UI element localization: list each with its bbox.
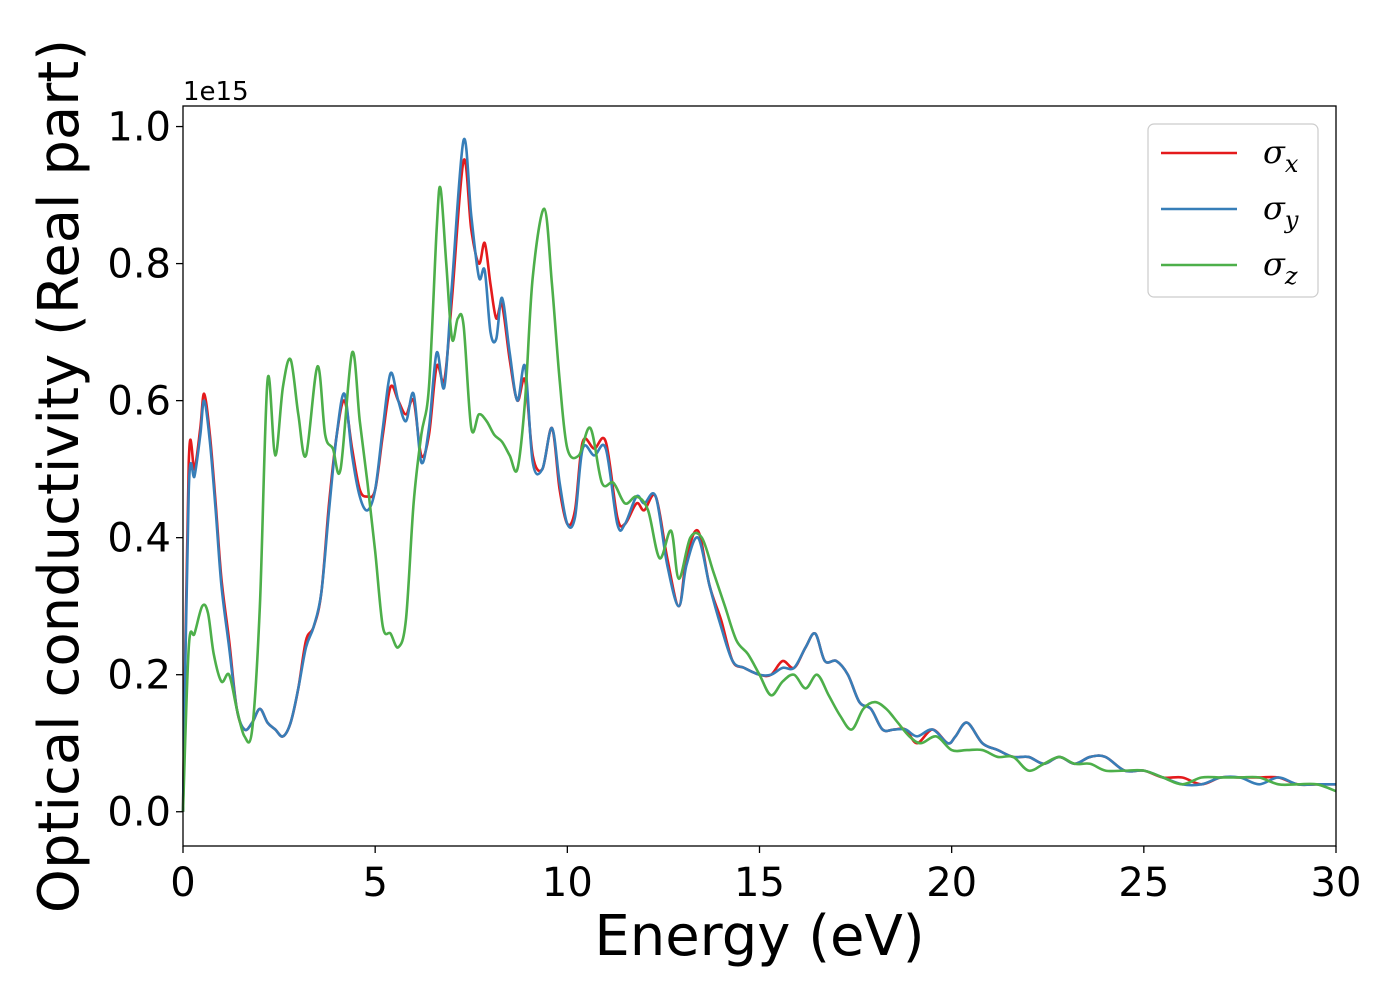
y-tick-label: 0.0	[107, 790, 171, 836]
legend-frame	[1147, 123, 1319, 298]
x-tick-label: 5	[362, 860, 387, 906]
y-offset-label: 1e15	[183, 77, 249, 107]
series-line-z	[181, 185, 1337, 812]
y-axis-title: Optical conductivity (Real part)	[27, 39, 92, 913]
x-axis-title: Energy (eV)	[594, 904, 924, 969]
x-tick-label: 0	[170, 860, 195, 906]
y-tick-label: 0.6	[107, 379, 171, 425]
series-layer	[181, 137, 1337, 812]
x-tick-label: 25	[1118, 860, 1169, 906]
x-tick-label: 30	[1311, 860, 1362, 906]
y-tick-label: 0.4	[107, 516, 171, 562]
x-tick-label: 10	[542, 860, 593, 906]
y-axis: 0.0 0.2 0.4 0.6 0.8 1.0	[107, 105, 183, 836]
y-tick-label: 0.8	[107, 242, 171, 288]
x-tick-label: 15	[734, 860, 785, 906]
x-axis: 0 5 10 15 20 25 30	[170, 846, 1361, 906]
series-line-y	[181, 137, 1336, 812]
y-tick-label: 1.0	[107, 105, 171, 151]
y-tick-label: 0.2	[107, 653, 171, 699]
x-tick-label: 20	[926, 860, 977, 906]
